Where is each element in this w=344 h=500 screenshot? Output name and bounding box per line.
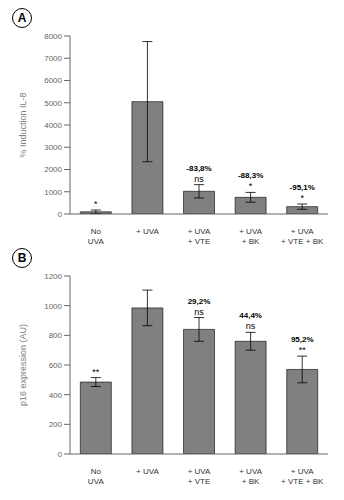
svg-text:5000: 5000 [44, 99, 62, 108]
svg-text:1200: 1200 [44, 272, 62, 281]
svg-text:+ UVA+ BK: + UVA+ BK [239, 227, 262, 246]
svg-text:**: ** [92, 367, 100, 377]
svg-text:4000: 4000 [44, 121, 62, 130]
svg-text:6000: 6000 [44, 76, 62, 85]
svg-text:+ UVA+ BK: + UVA+ BK [239, 467, 262, 486]
svg-text:3000: 3000 [44, 143, 62, 152]
svg-text:**: ** [299, 345, 307, 355]
svg-text:+ UVA+ VTE + BK: + UVA+ VTE + BK [281, 227, 324, 246]
svg-text:% Induction IL-8: % Induction IL-8 [18, 92, 28, 157]
html-text:A: A [17, 11, 27, 25]
svg-text:*: * [249, 181, 253, 191]
svg-text:p16 expression (AU): p16 expression (AU) [18, 324, 28, 406]
svg-text:ns: ns [246, 321, 256, 331]
svg-text:+ UVA: + UVA [136, 467, 159, 476]
svg-text:600: 600 [49, 361, 63, 370]
svg-text:400: 400 [49, 391, 63, 400]
svg-text:NoUVA: NoUVA [88, 227, 105, 246]
svg-text:200: 200 [49, 420, 63, 429]
svg-text:+ UVA+ VTE: + UVA+ VTE [188, 467, 211, 486]
svg-text:8000: 8000 [44, 32, 62, 41]
svg-text:800: 800 [49, 331, 63, 340]
svg-text:+ UVA: + UVA [136, 227, 159, 236]
svg-text:0: 0 [58, 450, 63, 459]
svg-text:+ UVA+ VTE: + UVA+ VTE [188, 227, 211, 246]
svg-text:0: 0 [58, 210, 63, 219]
svg-text:7000: 7000 [44, 54, 62, 63]
svg-text:-95,1%: -95,1% [290, 183, 315, 192]
svg-text:2000: 2000 [44, 165, 62, 174]
svg-text:-83,8%: -83,8% [186, 164, 211, 173]
svg-text:NoUVA: NoUVA [88, 467, 105, 486]
svg-text:ns: ns [194, 174, 204, 184]
svg-text:*: * [300, 193, 304, 203]
svg-text:*: * [94, 199, 98, 209]
svg-text:1000: 1000 [44, 302, 62, 311]
html-text:B: B [17, 251, 27, 265]
svg-text:ns: ns [194, 307, 204, 317]
svg-text:+ UVA+ VTE + BK: + UVA+ VTE + BK [281, 467, 324, 486]
svg-text:95,2%: 95,2% [291, 335, 314, 344]
svg-text:-88,3%: -88,3% [238, 171, 263, 180]
svg-text:29,2%: 29,2% [188, 297, 211, 306]
svg-text:1000: 1000 [44, 188, 62, 197]
svg-text:44,4%: 44,4% [239, 311, 262, 320]
